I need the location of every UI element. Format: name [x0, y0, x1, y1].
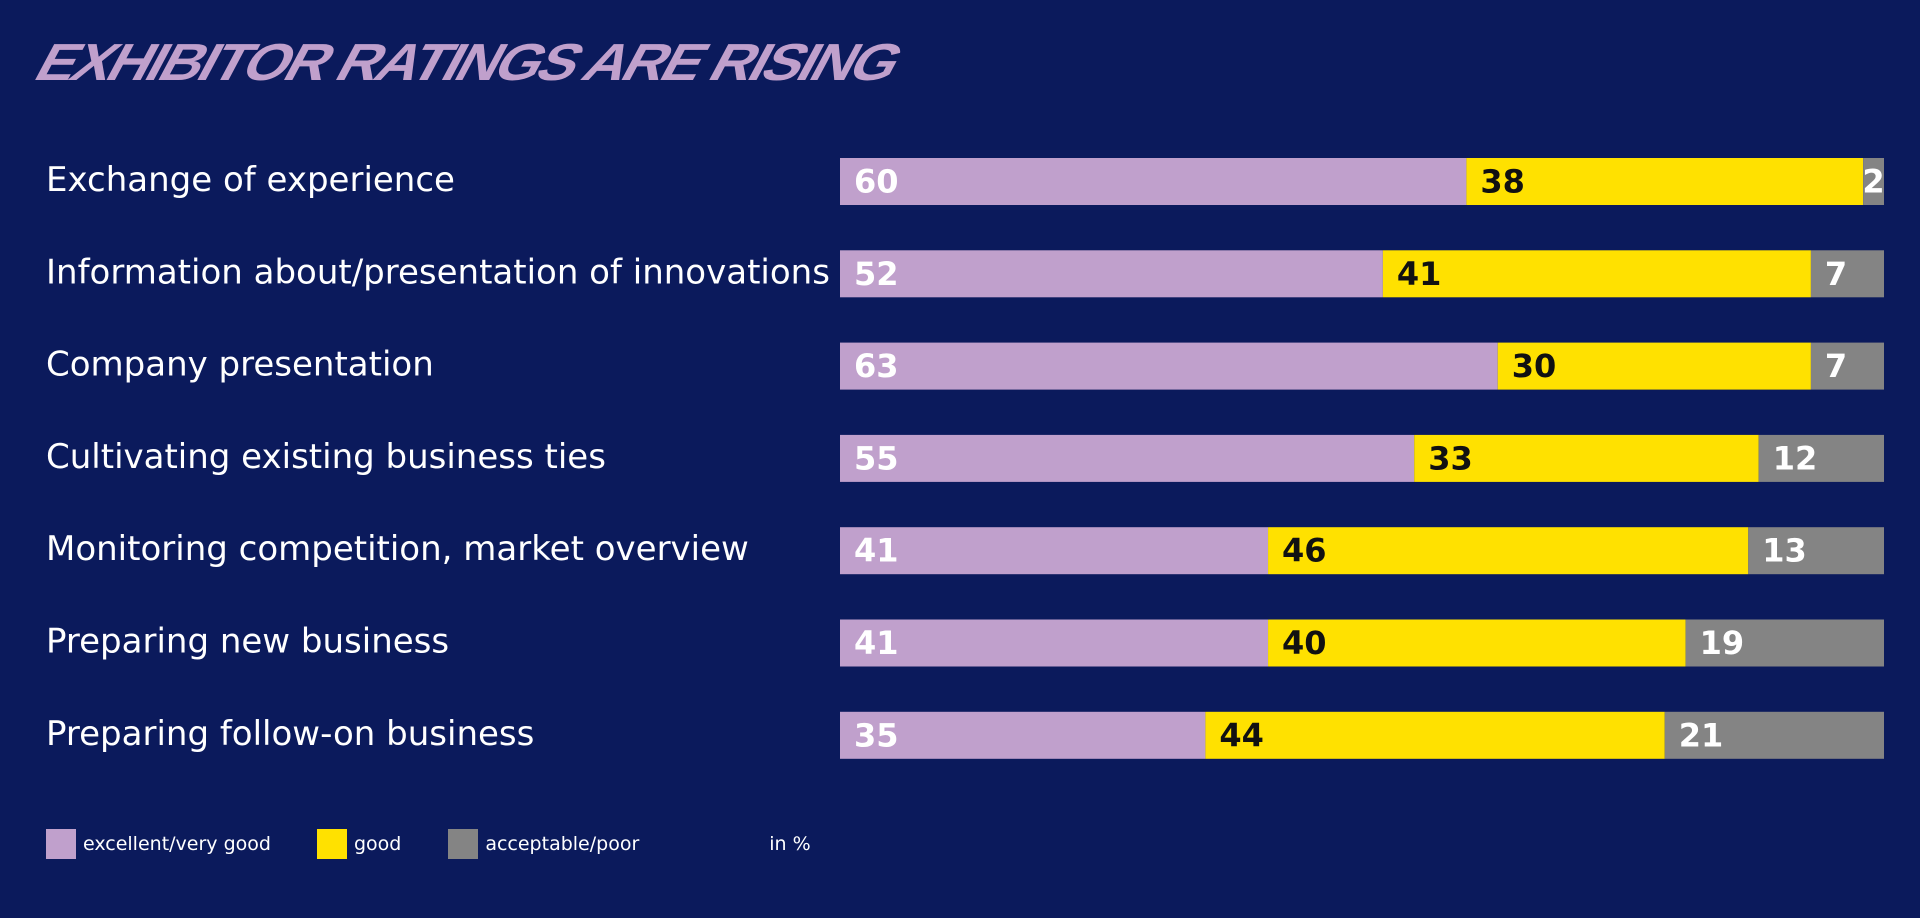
data-label: 33 — [1428, 439, 1473, 477]
legend-label-good: good — [353, 833, 402, 855]
data-label: 41 — [854, 624, 899, 662]
bar-segment — [840, 158, 1467, 205]
data-label: 7 — [1825, 255, 1847, 293]
data-label: 52 — [854, 255, 899, 293]
legend-item-acceptable: acceptable/poor — [448, 829, 639, 859]
bar-segment — [1497, 342, 1811, 390]
legend-swatch-acceptable — [448, 829, 479, 859]
category-label: Preparing follow-on business — [46, 714, 534, 754]
data-label: 41 — [1397, 255, 1442, 293]
legend-item-good: good — [316, 829, 402, 859]
bar-segment — [1664, 711, 1884, 759]
category-label: Preparing new business — [46, 622, 449, 662]
bar-segment — [1685, 619, 1884, 667]
data-label: 60 — [854, 163, 899, 201]
bar-segment — [840, 250, 1383, 298]
data-label: 35 — [854, 716, 899, 754]
bar-segment — [1466, 158, 1864, 205]
legend-swatch-excellent — [46, 829, 76, 859]
data-label: 21 — [1679, 716, 1724, 754]
data-label: 19 — [1700, 624, 1745, 662]
data-label: 30 — [1512, 347, 1557, 385]
data-label: 55 — [854, 439, 899, 477]
data-label: 13 — [1762, 532, 1807, 570]
bar-segment — [1268, 527, 1749, 575]
category-label: Company presentation — [46, 345, 434, 385]
data-label: 38 — [1480, 163, 1525, 201]
bar-segment — [1268, 619, 1686, 667]
category-label: Exchange of experience — [46, 160, 455, 200]
data-label: 40 — [1282, 624, 1327, 662]
legend: excellent/very good good acceptable/poor… — [46, 829, 811, 859]
data-label: 46 — [1282, 532, 1327, 570]
category-label: Information about/presentation of innova… — [46, 252, 830, 292]
legend-label-excellent: excellent/very good — [83, 833, 271, 855]
unit-label: in % — [769, 833, 811, 855]
data-label: 63 — [854, 347, 899, 385]
bar-segment — [840, 342, 1498, 390]
bar-segment — [1758, 434, 1884, 482]
bar-segment — [840, 527, 1269, 575]
bar-segment — [1863, 158, 1884, 205]
data-label: 44 — [1219, 716, 1264, 754]
bar-segment — [1748, 527, 1884, 575]
bar-segment — [840, 619, 1269, 667]
data-label: 41 — [854, 532, 899, 570]
data-label: 2 — [1862, 163, 1884, 201]
data-label: 12 — [1773, 439, 1818, 477]
legend-label-acceptable: acceptable/poor — [485, 833, 640, 855]
legend-swatch-good — [316, 829, 347, 859]
bar-segment — [840, 711, 1206, 759]
bar-segment — [1414, 434, 1759, 482]
bar-segment — [840, 434, 1415, 482]
category-label: Monitoring competition, market overview — [46, 529, 749, 569]
bar-segment — [1382, 250, 1811, 298]
bar-segment — [1205, 711, 1665, 759]
legend-item-excellent: excellent/very good — [46, 829, 271, 859]
bar-segment — [1810, 342, 1884, 390]
bar-segment — [1810, 250, 1884, 298]
data-label: 7 — [1825, 347, 1847, 385]
category-label: Cultivating existing business ties — [46, 437, 606, 477]
